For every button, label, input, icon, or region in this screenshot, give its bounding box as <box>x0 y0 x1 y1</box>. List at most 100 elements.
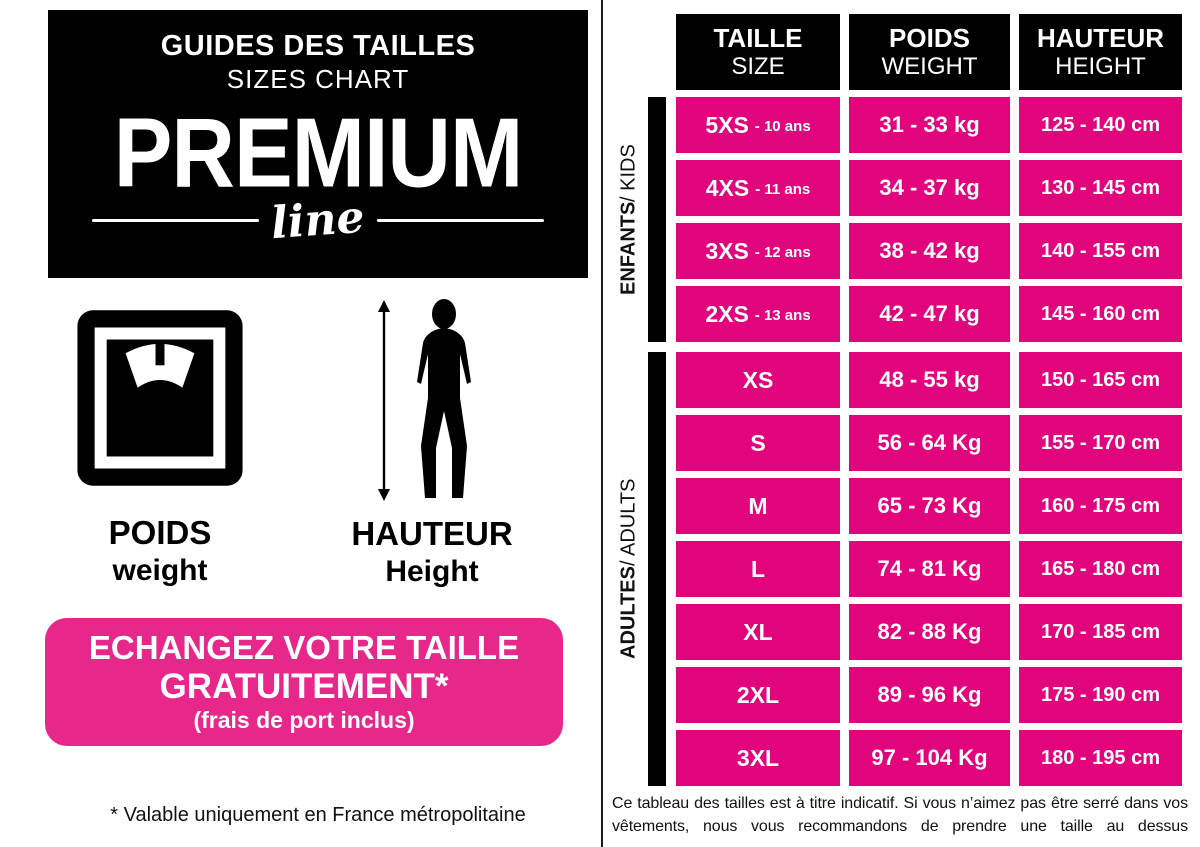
weight-cell: 65 - 73 Kg <box>849 478 1010 534</box>
promo-line2: GRATUITEMENT* <box>159 667 449 707</box>
adults-rows: XS 48 - 55 kg 150 - 165 cm S 56 - 64 Kg … <box>676 352 1182 786</box>
header-size-en: SIZE <box>731 53 785 81</box>
header-weight-en: WEIGHT <box>881 53 978 81</box>
height-cell: 155 - 170 cm <box>1019 415 1182 471</box>
size-label: 5XS <box>705 111 749 138</box>
height-cell: 125 - 140 cm <box>1019 97 1182 153</box>
table-row: 2XL 89 - 96 Kg 175 - 190 cm <box>676 667 1182 723</box>
table-disclaimer: Ce tableau des tailles est à titre indic… <box>612 795 1188 836</box>
size-cell: XS <box>676 352 840 408</box>
premium-logo: PREMIUM <box>113 97 524 208</box>
promo-line1: ECHANGEZ VOTRE TAILLE <box>88 629 520 667</box>
person-silhouette <box>417 299 471 498</box>
vertical-divider <box>601 0 603 847</box>
size-cell: XL <box>676 604 840 660</box>
weight-legend: POIDS weight <box>52 306 268 588</box>
weight-cell: 56 - 64 Kg <box>849 415 1010 471</box>
size-cell: 3XL <box>676 730 840 786</box>
guide-subtitle: SIZES CHART <box>226 64 410 94</box>
kids-rows: 5XS - 10 ans 31 - 33 kg 125 - 140 cm 4XS -… <box>676 97 1182 342</box>
height-cell: 145 - 160 cm <box>1019 286 1182 342</box>
table-row: 2XS - 13 ans 42 - 47 kg 145 - 160 cm <box>676 286 1182 342</box>
table-row: 3XL 97 - 104 Kg 180 - 195 cm <box>676 730 1182 786</box>
section-kids: ENFANTS / KIDS 5XS - 10 ans 31 - 33 kg 12… <box>610 97 1200 342</box>
height-arrow-icon <box>378 300 390 501</box>
size-cell: 5XS - 10 ans <box>676 97 840 153</box>
section-kids-label: ENFANTS / KIDS <box>610 97 666 342</box>
size-cell: S <box>676 415 840 471</box>
logo-script-word: line <box>269 191 367 249</box>
height-cell: 175 - 190 cm <box>1019 667 1182 723</box>
free-exchange-banner: ECHANGEZ VOTRE TAILLE GRATUITEMENT* (fra… <box>45 618 563 746</box>
size-cell: L <box>676 541 840 597</box>
header-size-fr: TAILLE <box>713 22 803 53</box>
weight-cell: 89 - 96 Kg <box>849 667 1010 723</box>
height-cell: 140 - 155 cm <box>1019 223 1182 279</box>
header-weight-fr: POIDS <box>889 22 970 53</box>
table-row: XS 48 - 55 kg 150 - 165 cm <box>676 352 1182 408</box>
size-cell: 3XS - 12 ans <box>676 223 840 279</box>
header-height: HAUTEUR HEIGHT <box>1019 14 1182 90</box>
weight-cell: 48 - 55 kg <box>849 352 1010 408</box>
kids-vertical-label: ENFANTS / KIDS <box>610 97 648 342</box>
height-cell: 165 - 180 cm <box>1019 541 1182 597</box>
scale-icon <box>77 310 243 486</box>
section-adults-label: ADULTES / ADULTS <box>610 352 666 786</box>
height-legend: HAUTEUR Height <box>332 298 532 589</box>
age-label: - 10 ans <box>754 118 811 135</box>
weight-cell: 31 - 33 kg <box>849 97 1010 153</box>
guide-title: GUIDES DES TAILLES <box>160 30 476 62</box>
header-weight: POIDS WEIGHT <box>849 14 1010 90</box>
height-cell: 160 - 175 cm <box>1019 478 1182 534</box>
weight-cell: 97 - 104 Kg <box>849 730 1010 786</box>
table-row: L 74 - 81 Kg 165 - 180 cm <box>676 541 1182 597</box>
height-cell: 130 - 145 cm <box>1019 160 1182 216</box>
age-label: - 12 ans <box>754 244 811 261</box>
logo-rule-left <box>92 219 260 223</box>
promo-line3: (frais de port inclus) <box>193 707 415 734</box>
height-label-en: Height <box>385 555 479 588</box>
table-row: 4XS - 11 ans 34 - 37 kg 130 - 145 cm <box>676 160 1182 216</box>
size-label: 2XS <box>705 300 749 327</box>
adults-label-fr: ADULTES <box>617 566 640 660</box>
header-height-fr: HAUTEUR <box>1036 22 1165 53</box>
weight-cell: 74 - 81 Kg <box>849 541 1010 597</box>
footnote: * Valable uniquement en France métropoli… <box>110 804 526 826</box>
height-cell: 170 - 185 cm <box>1019 604 1182 660</box>
size-label: 3XS <box>705 237 749 264</box>
logo-rule-right <box>376 219 545 223</box>
header-height-en: HEIGHT <box>1055 53 1146 81</box>
kids-label-fr: ENFANTS <box>617 201 640 296</box>
weight-label-en: weight <box>112 554 208 587</box>
size-label: 4XS <box>705 174 750 201</box>
weight-cell: 82 - 88 Kg <box>849 604 1010 660</box>
weight-label-fr: POIDS <box>108 514 212 551</box>
table-row: M 65 - 73 Kg 160 - 175 cm <box>676 478 1182 534</box>
adults-vertical-label: ADULTES / ADULTS <box>610 352 648 786</box>
size-cell: 4XS - 11 ans <box>676 160 840 216</box>
table-header-row: TAILLE SIZE POIDS WEIGHT HAUTEUR HEIGHT <box>676 14 1200 90</box>
size-cell: M <box>676 478 840 534</box>
height-label-fr: HAUTEUR <box>351 515 513 552</box>
size-cell: 2XS - 13 ans <box>676 286 840 342</box>
header-size: TAILLE SIZE <box>676 14 840 90</box>
weight-cell: 42 - 47 kg <box>849 286 1010 342</box>
person-height-icon <box>378 299 471 501</box>
age-label: - 13 ans <box>754 307 811 324</box>
size-table: TAILLE SIZE POIDS WEIGHT HAUTEUR HEIGHT … <box>610 0 1200 786</box>
section-adults: ADULTES / ADULTS XS 48 - 55 kg 150 - 165… <box>610 352 1200 786</box>
size-cell: 2XL <box>676 667 840 723</box>
age-label: - 11 ans <box>755 181 811 198</box>
logo-script-row: line <box>92 191 545 249</box>
adults-label-en: / ADULTS <box>617 478 640 567</box>
brand-box: GUIDES DES TAILLES SIZES CHART PREMIUM l… <box>48 10 588 278</box>
kids-section-bar <box>648 97 666 342</box>
height-cell: 180 - 195 cm <box>1019 730 1182 786</box>
table-row: XL 82 - 88 Kg 170 - 185 cm <box>676 604 1182 660</box>
weight-cell: 34 - 37 kg <box>849 160 1010 216</box>
height-cell: 150 - 165 cm <box>1019 352 1182 408</box>
table-row: 3XS - 12 ans 38 - 42 kg 140 - 155 cm <box>676 223 1182 279</box>
table-row: S 56 - 64 Kg 155 - 170 cm <box>676 415 1182 471</box>
adults-section-bar <box>648 352 666 786</box>
